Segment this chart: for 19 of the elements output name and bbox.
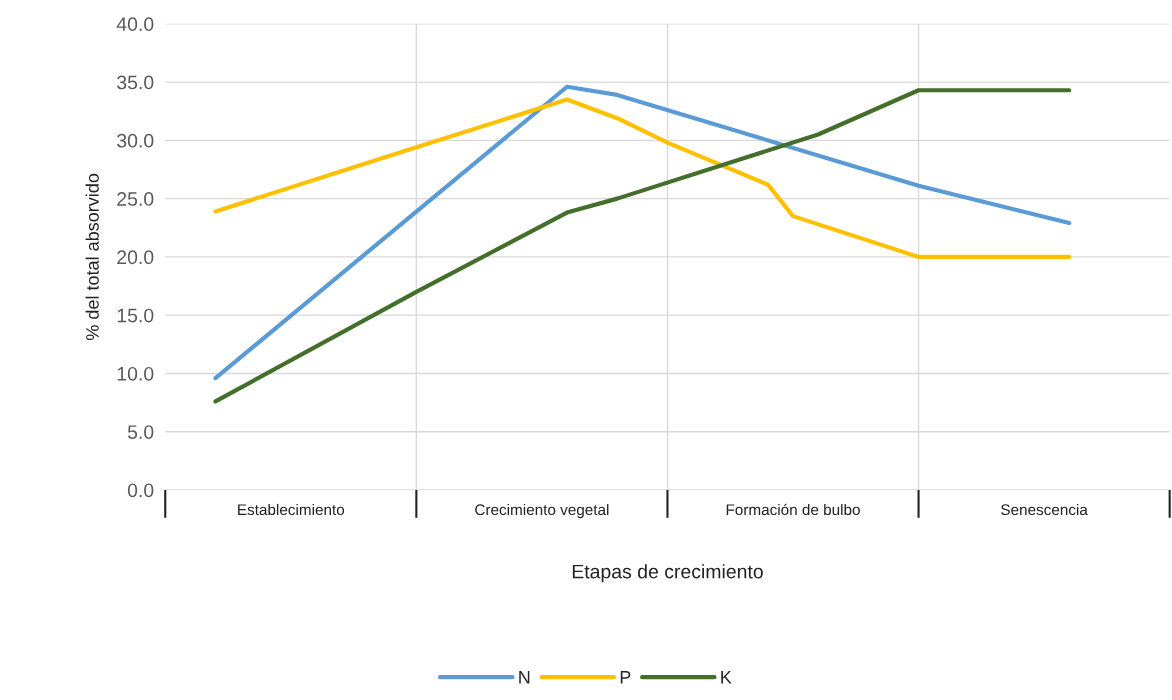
- x-tick-label: Formación de bulbo: [726, 503, 860, 516]
- y-tick-label: 25.0: [117, 192, 154, 206]
- y-tick-label: 30.0: [117, 133, 154, 148]
- y-tick-label: 0.0: [127, 483, 154, 498]
- y-tick-label: 35.0: [117, 75, 154, 90]
- y-tick-label: 10.0: [117, 366, 154, 381]
- x-tick-label: Establecimiento: [238, 503, 345, 516]
- y-tick-label: 20.0: [117, 250, 154, 265]
- x-tick-label: Senescencia: [1001, 503, 1088, 516]
- y-tick-label: 5.0: [127, 425, 154, 439]
- y-tick-label: 40.0: [116, 17, 154, 32]
- y-tick-label: 15.0: [117, 308, 154, 323]
- legend-label: P: [620, 671, 631, 684]
- x-tick-label: Crecimiento vegetal: [475, 503, 609, 519]
- legend-label: N: [519, 671, 530, 684]
- x-axis-title: Etapas de crecimiento: [572, 564, 763, 583]
- y-axis-title: % del total absorvido: [85, 173, 99, 341]
- line-series: [213, 97, 1072, 259]
- legend-label: K: [721, 671, 732, 684]
